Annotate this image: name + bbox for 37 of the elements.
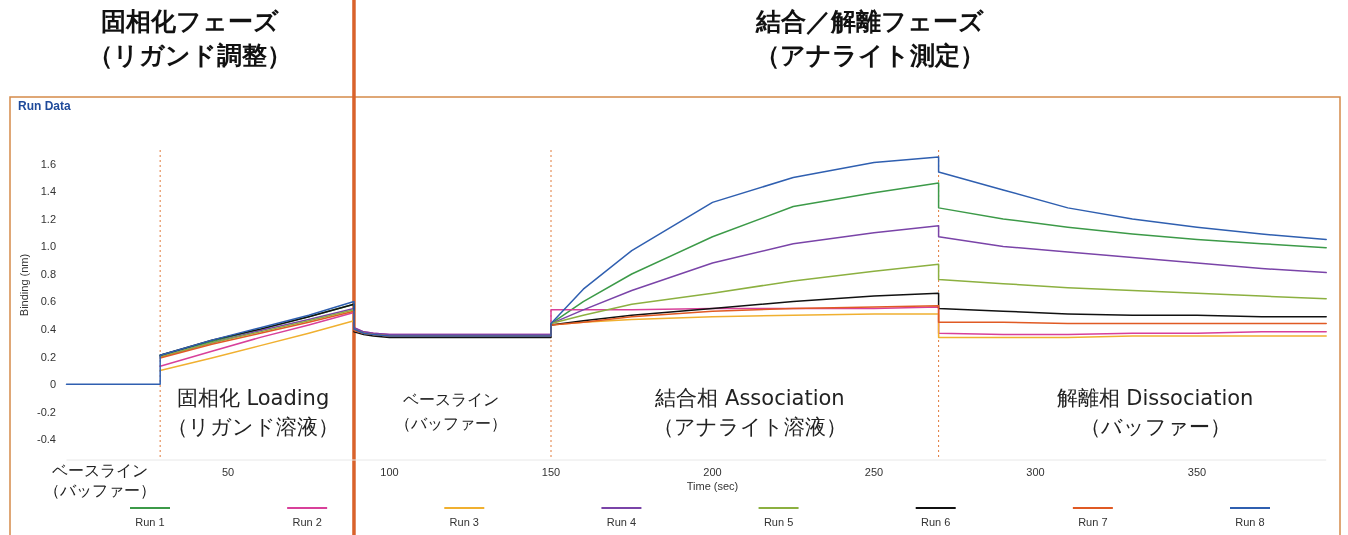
y-tick-label: -0.2: [37, 405, 56, 418]
text: 結合／解離フェーズ（アナライト測定）: [755, 7, 985, 70]
annotation: 結合相 Association（アナライト溶液）: [653, 386, 847, 439]
y-tick-label: 0.8: [40, 267, 56, 280]
x-tick-label: 350: [1187, 466, 1207, 478]
y-tick-label: 1.4: [40, 185, 56, 198]
legend-label: Run 8: [1235, 516, 1265, 528]
x-tick-label: 50: [221, 466, 235, 478]
x-tick-label: 300: [1026, 466, 1045, 478]
y-axis-title: Binding (nm): [18, 253, 30, 317]
legend-label: Run 6: [921, 516, 951, 528]
y-tick-label: 1.0: [40, 240, 56, 253]
legend-label: Run 2: [292, 516, 322, 528]
y-tick-label: 0.6: [40, 295, 56, 308]
line-series: [65, 156, 1327, 385]
annotation: 固相化 Loading（リガンド溶液）: [167, 386, 339, 439]
x-tick-label: 100: [380, 466, 399, 478]
legend-label: Run 3: [449, 516, 479, 528]
y-tick-label: 1.6: [40, 157, 56, 170]
legend-label: Run 5: [763, 516, 794, 528]
legend-label: Run 7: [1078, 516, 1108, 528]
chart-title: Run Data: [18, 99, 71, 113]
text: 固相化フェーズ（リガンド調整）: [88, 7, 292, 70]
x-tick-label: 150: [541, 466, 561, 478]
legend-label: Run 4: [606, 516, 637, 528]
y-tick-label: -0.4: [37, 433, 56, 446]
y-tick-label: 0: [49, 378, 56, 391]
x-axis-title: Time (sec): [686, 480, 739, 492]
y-tick-label: 1.2: [40, 212, 56, 225]
x-tick-label: 200: [703, 466, 722, 478]
annotation: 解離相 Dissociation（バッファー）: [1056, 386, 1254, 439]
annotation: ベースライン（バッファー）: [395, 390, 507, 433]
y-tick-label: 0.2: [40, 350, 56, 363]
text: ベースライン（バッファー）: [44, 461, 156, 500]
x-tick-label: 250: [864, 466, 884, 478]
legend-label: Run 1: [135, 516, 165, 528]
y-tick-label: 0.4: [40, 322, 56, 335]
